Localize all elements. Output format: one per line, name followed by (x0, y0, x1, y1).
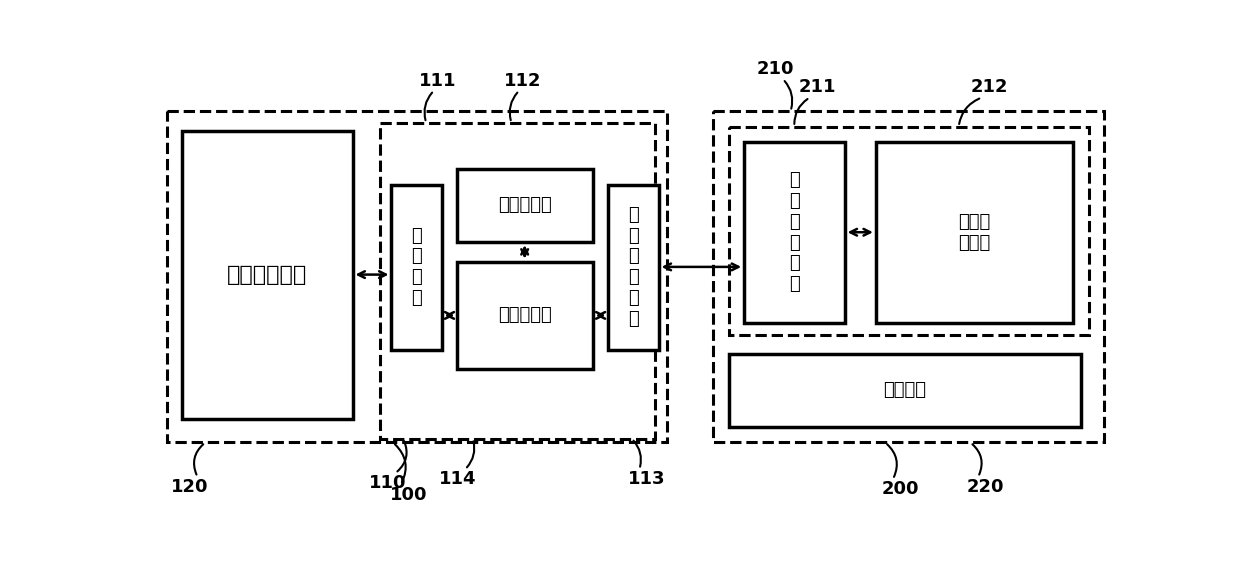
Text: 220: 220 (967, 478, 1004, 496)
Text: 机械接口: 机械接口 (883, 381, 926, 399)
Bar (458, 169, 593, 242)
Text: 110: 110 (368, 474, 407, 492)
Bar (713, 112, 1105, 442)
Text: 120: 120 (171, 478, 208, 496)
Bar (729, 354, 1081, 427)
Text: 114: 114 (439, 470, 476, 488)
Text: 参
数
接
收
接
口: 参 数 接 收 接 口 (627, 206, 639, 328)
Text: 112: 112 (505, 71, 542, 90)
Text: 210: 210 (756, 60, 794, 78)
Bar (166, 112, 667, 442)
Text: 参数存
储单元: 参数存 储单元 (959, 213, 991, 252)
Bar (609, 185, 658, 350)
Text: 212: 212 (971, 78, 1008, 97)
Bar (744, 142, 844, 323)
Text: 211: 211 (799, 78, 836, 97)
Bar (392, 185, 441, 350)
Text: 参
数
设
定
接
口: 参 数 设 定 接 口 (789, 171, 800, 293)
Text: 113: 113 (629, 470, 666, 488)
Text: 通
信
接
口: 通 信 接 口 (410, 227, 422, 307)
Text: 参数存储器: 参数存储器 (497, 196, 552, 214)
Bar (458, 262, 593, 369)
Bar (379, 123, 655, 439)
Bar (875, 142, 1074, 323)
Bar (729, 126, 1089, 335)
Text: 设备功能单元: 设备功能单元 (227, 264, 308, 285)
Text: 100: 100 (389, 486, 427, 504)
Text: 数据处理器: 数据处理器 (497, 306, 552, 324)
Text: 200: 200 (882, 481, 919, 499)
Text: 111: 111 (419, 71, 456, 90)
Bar (182, 131, 352, 419)
